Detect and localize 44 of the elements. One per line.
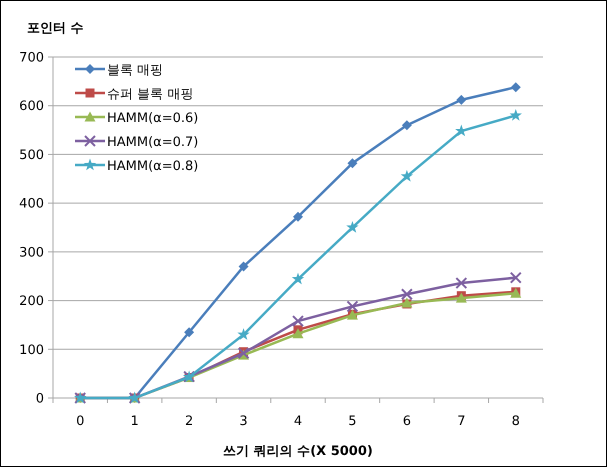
x-tick-label: 0 (76, 414, 84, 429)
y-tick-label: 200 (19, 294, 44, 310)
point (292, 328, 304, 338)
point (237, 328, 250, 340)
point (400, 170, 414, 182)
x-tick-label: 7 (457, 414, 466, 429)
x-tick-label: 2 (184, 414, 194, 429)
x-tick-label: 4 (294, 414, 302, 429)
y-tick-label: 700 (19, 50, 44, 66)
x-tick-label: 5 (348, 414, 357, 429)
point (402, 120, 412, 130)
x-axis-title: 쓰기 쿼리의 수(X 5000) (223, 444, 373, 459)
point (456, 94, 466, 105)
y-axis-title: 포인터 수 (27, 21, 84, 36)
y-tick-label: 600 (19, 99, 44, 114)
legend-label: 슈퍼 블록 매핑 (107, 87, 194, 102)
x-tick-label: 6 (402, 414, 412, 429)
y-tick-label: 500 (19, 148, 44, 163)
point (293, 212, 303, 222)
point (292, 315, 304, 328)
y-tick-label: 300 (19, 245, 44, 260)
point (456, 292, 467, 303)
point (346, 300, 358, 312)
point (510, 272, 522, 284)
point (346, 221, 359, 233)
point (455, 277, 468, 290)
y-tick-label: 400 (19, 196, 44, 212)
x-tick-label: 8 (512, 414, 520, 429)
y-tick-label: 100 (19, 342, 44, 358)
legend-label: HAMM(α=0.6) (107, 111, 198, 126)
point (238, 347, 250, 360)
legend-label: 블록 매핑 (107, 63, 164, 78)
point (292, 272, 304, 284)
point (510, 82, 521, 92)
legend-label: HAMM(α=0.7) (107, 135, 198, 150)
legend-label: HAMM(α=0.8) (107, 159, 198, 174)
y-tick-label: 0 (36, 392, 44, 406)
x-tick-label: 1 (130, 414, 139, 429)
point (184, 327, 194, 338)
point (510, 108, 522, 121)
point (400, 288, 413, 300)
point (347, 158, 358, 168)
x-tick-label: 3 (239, 414, 248, 429)
point (238, 261, 249, 272)
